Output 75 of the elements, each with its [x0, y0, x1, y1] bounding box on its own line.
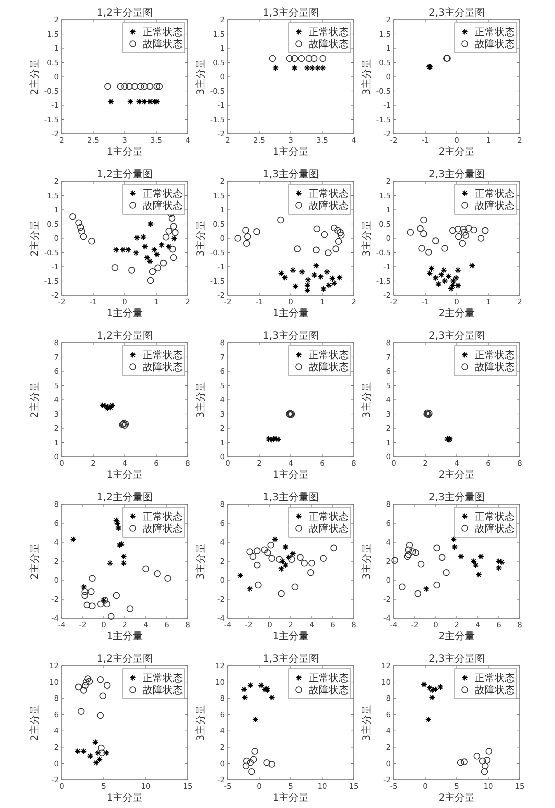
legend-label: 正常状态: [309, 511, 349, 523]
y-axis-title: 3主分量: [361, 58, 373, 96]
chart-title: 1,2主分量图: [97, 653, 153, 665]
y-axis-title: 2主分量: [29, 220, 41, 257]
legend-label: 正常状态: [143, 511, 183, 523]
chart-title: 1,2主分量图: [97, 330, 153, 342]
y-axis-title: 2主分量: [29, 382, 41, 418]
legend-label: 故障状态: [475, 523, 515, 535]
legend-label: 故障状态: [309, 200, 349, 212]
chart-title: 2,3主分量图: [429, 168, 485, 180]
x-axis-title: 1主分量: [272, 469, 310, 481]
legend-label: 正常状态: [475, 350, 515, 362]
chart-title: 1,3主分量图: [263, 7, 319, 19]
x-axis-title: 1主分量: [106, 630, 144, 642]
legend-label: 正常状态: [309, 350, 349, 362]
legend-label: 故障状态: [309, 362, 349, 374]
y-axis-title: 2主分量: [29, 704, 41, 742]
x-axis-title: 1主分量: [272, 146, 310, 158]
x-axis-title: 2主分量: [438, 792, 476, 804]
y-axis-title: 3主分量: [361, 704, 373, 742]
legend-label: 正常状态: [143, 350, 183, 362]
x-axis-title: 2主分量: [438, 146, 476, 158]
legend-label: 正常状态: [475, 26, 515, 38]
y-axis-title: 2主分量: [29, 543, 41, 580]
legend-label: 故障状态: [143, 684, 183, 696]
legend-label: 故障状态: [475, 200, 515, 212]
legend-label: 故障状态: [143, 523, 183, 535]
chart-title: 1,2主分量图: [97, 168, 153, 180]
chart-title: 1,3主分量图: [263, 653, 319, 665]
legend-label: 故障状态: [475, 684, 515, 696]
chart-title: 2,3主分量图: [429, 492, 485, 504]
y-axis-title: 2主分量: [29, 58, 41, 96]
chart-title: 2,3主分量图: [429, 330, 485, 342]
chart-title: 1,3主分量图: [263, 330, 319, 342]
y-axis-title: 3主分量: [361, 220, 373, 257]
legend-label: 正常状态: [475, 511, 515, 523]
legend-label: 故障状态: [475, 38, 515, 50]
y-axis-title: 3主分量: [361, 382, 373, 418]
legend-label: 正常状态: [309, 26, 349, 38]
y-axis-title: 3主分量: [195, 58, 207, 96]
legend-label: 正常状态: [309, 188, 349, 200]
legend-label: 正常状态: [143, 26, 183, 38]
legend-label: 故障状态: [309, 684, 349, 696]
chart-title: 1,3主分量图: [263, 168, 319, 180]
y-axis-title: 3主分量: [195, 543, 207, 580]
x-axis-title: 1主分量: [106, 308, 144, 320]
chart-title: 2,3主分量图: [429, 653, 485, 665]
x-axis-title: 1主分量: [106, 146, 144, 158]
legend-label: 故障状态: [309, 38, 349, 50]
legend-label: 故障状态: [143, 200, 183, 212]
x-axis-title: 2主分量: [438, 630, 476, 642]
x-axis-title: 2主分量: [438, 469, 476, 481]
x-axis-title: 1主分量: [106, 792, 144, 804]
x-axis-title: 2主分量: [438, 308, 476, 320]
x-axis-title: 1主分量: [106, 469, 144, 481]
chart-title: 1,2主分量图: [97, 7, 153, 19]
chart-title: 1,2主分量图: [97, 492, 153, 504]
legend-label: 故障状态: [475, 362, 515, 374]
chart-title: 2,3主分量图: [429, 7, 485, 19]
x-axis-title: 1主分量: [272, 308, 310, 320]
legend-label: 正常状态: [475, 188, 515, 200]
legend-label: 故障状态: [143, 362, 183, 374]
legend-label: 正常状态: [309, 672, 349, 684]
x-axis-title: 1主分量: [272, 792, 310, 804]
legend-label: 故障状态: [309, 523, 349, 535]
legend-label: 正常状态: [143, 672, 183, 684]
chart-title: 1,3主分量图: [263, 492, 319, 504]
y-axis-title: 3主分量: [195, 220, 207, 257]
legend-label: 正常状态: [143, 188, 183, 200]
x-axis-title: 1主分量: [272, 630, 310, 642]
legend-label: 故障状态: [143, 38, 183, 50]
legend-label: 正常状态: [475, 672, 515, 684]
y-axis-title: 3主分量: [195, 704, 207, 742]
y-axis-title: 3主分量: [361, 543, 373, 580]
y-axis-title: 3主分量: [195, 382, 207, 418]
